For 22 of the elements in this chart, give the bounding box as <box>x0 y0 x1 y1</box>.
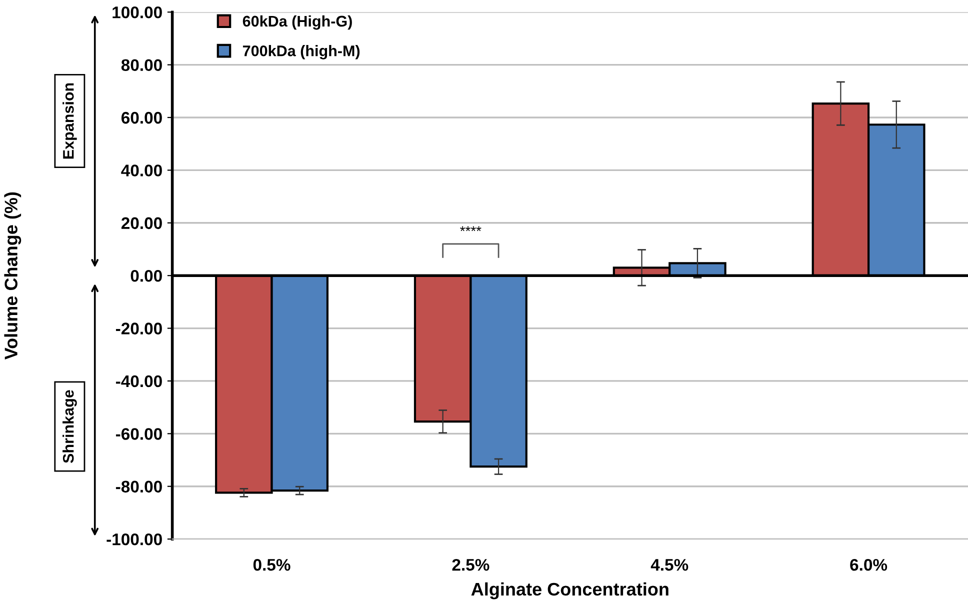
y-axis-title: Volume Change (%) <box>4 192 22 360</box>
x-tick-label: 0.5% <box>253 558 290 571</box>
y-tick-label: -20.00 <box>116 322 162 334</box>
text: Shrinkage <box>62 390 77 464</box>
y-tick-label: 40.00 <box>121 164 162 176</box>
y-tick-label: -60.00 <box>116 428 162 440</box>
y-tick-label: -80.00 <box>116 480 162 493</box>
annotation: **** <box>460 226 482 232</box>
legend-label: 700kDa (high-M) <box>242 45 360 60</box>
legend-label: 60kDa (High-G) <box>242 15 352 30</box>
y-tick-label: 80.00 <box>121 59 162 71</box>
x-tick-label: 4.5% <box>650 558 688 571</box>
y-tick-label: -40.00 <box>116 375 162 388</box>
x-tick-label: 6.0% <box>850 558 888 571</box>
y-tick-label: 60.00 <box>121 112 162 124</box>
x-axis-title: Alginate Concentration <box>471 582 668 600</box>
y-tick-label: 100.00 <box>112 6 162 18</box>
text: Expansion <box>62 83 77 159</box>
y-tick-label: 0.00 <box>130 270 162 282</box>
y-tick-label: -100.00 <box>106 533 162 546</box>
x-tick-label: 2.5% <box>452 558 490 571</box>
y-tick-label: 20.00 <box>121 217 162 230</box>
